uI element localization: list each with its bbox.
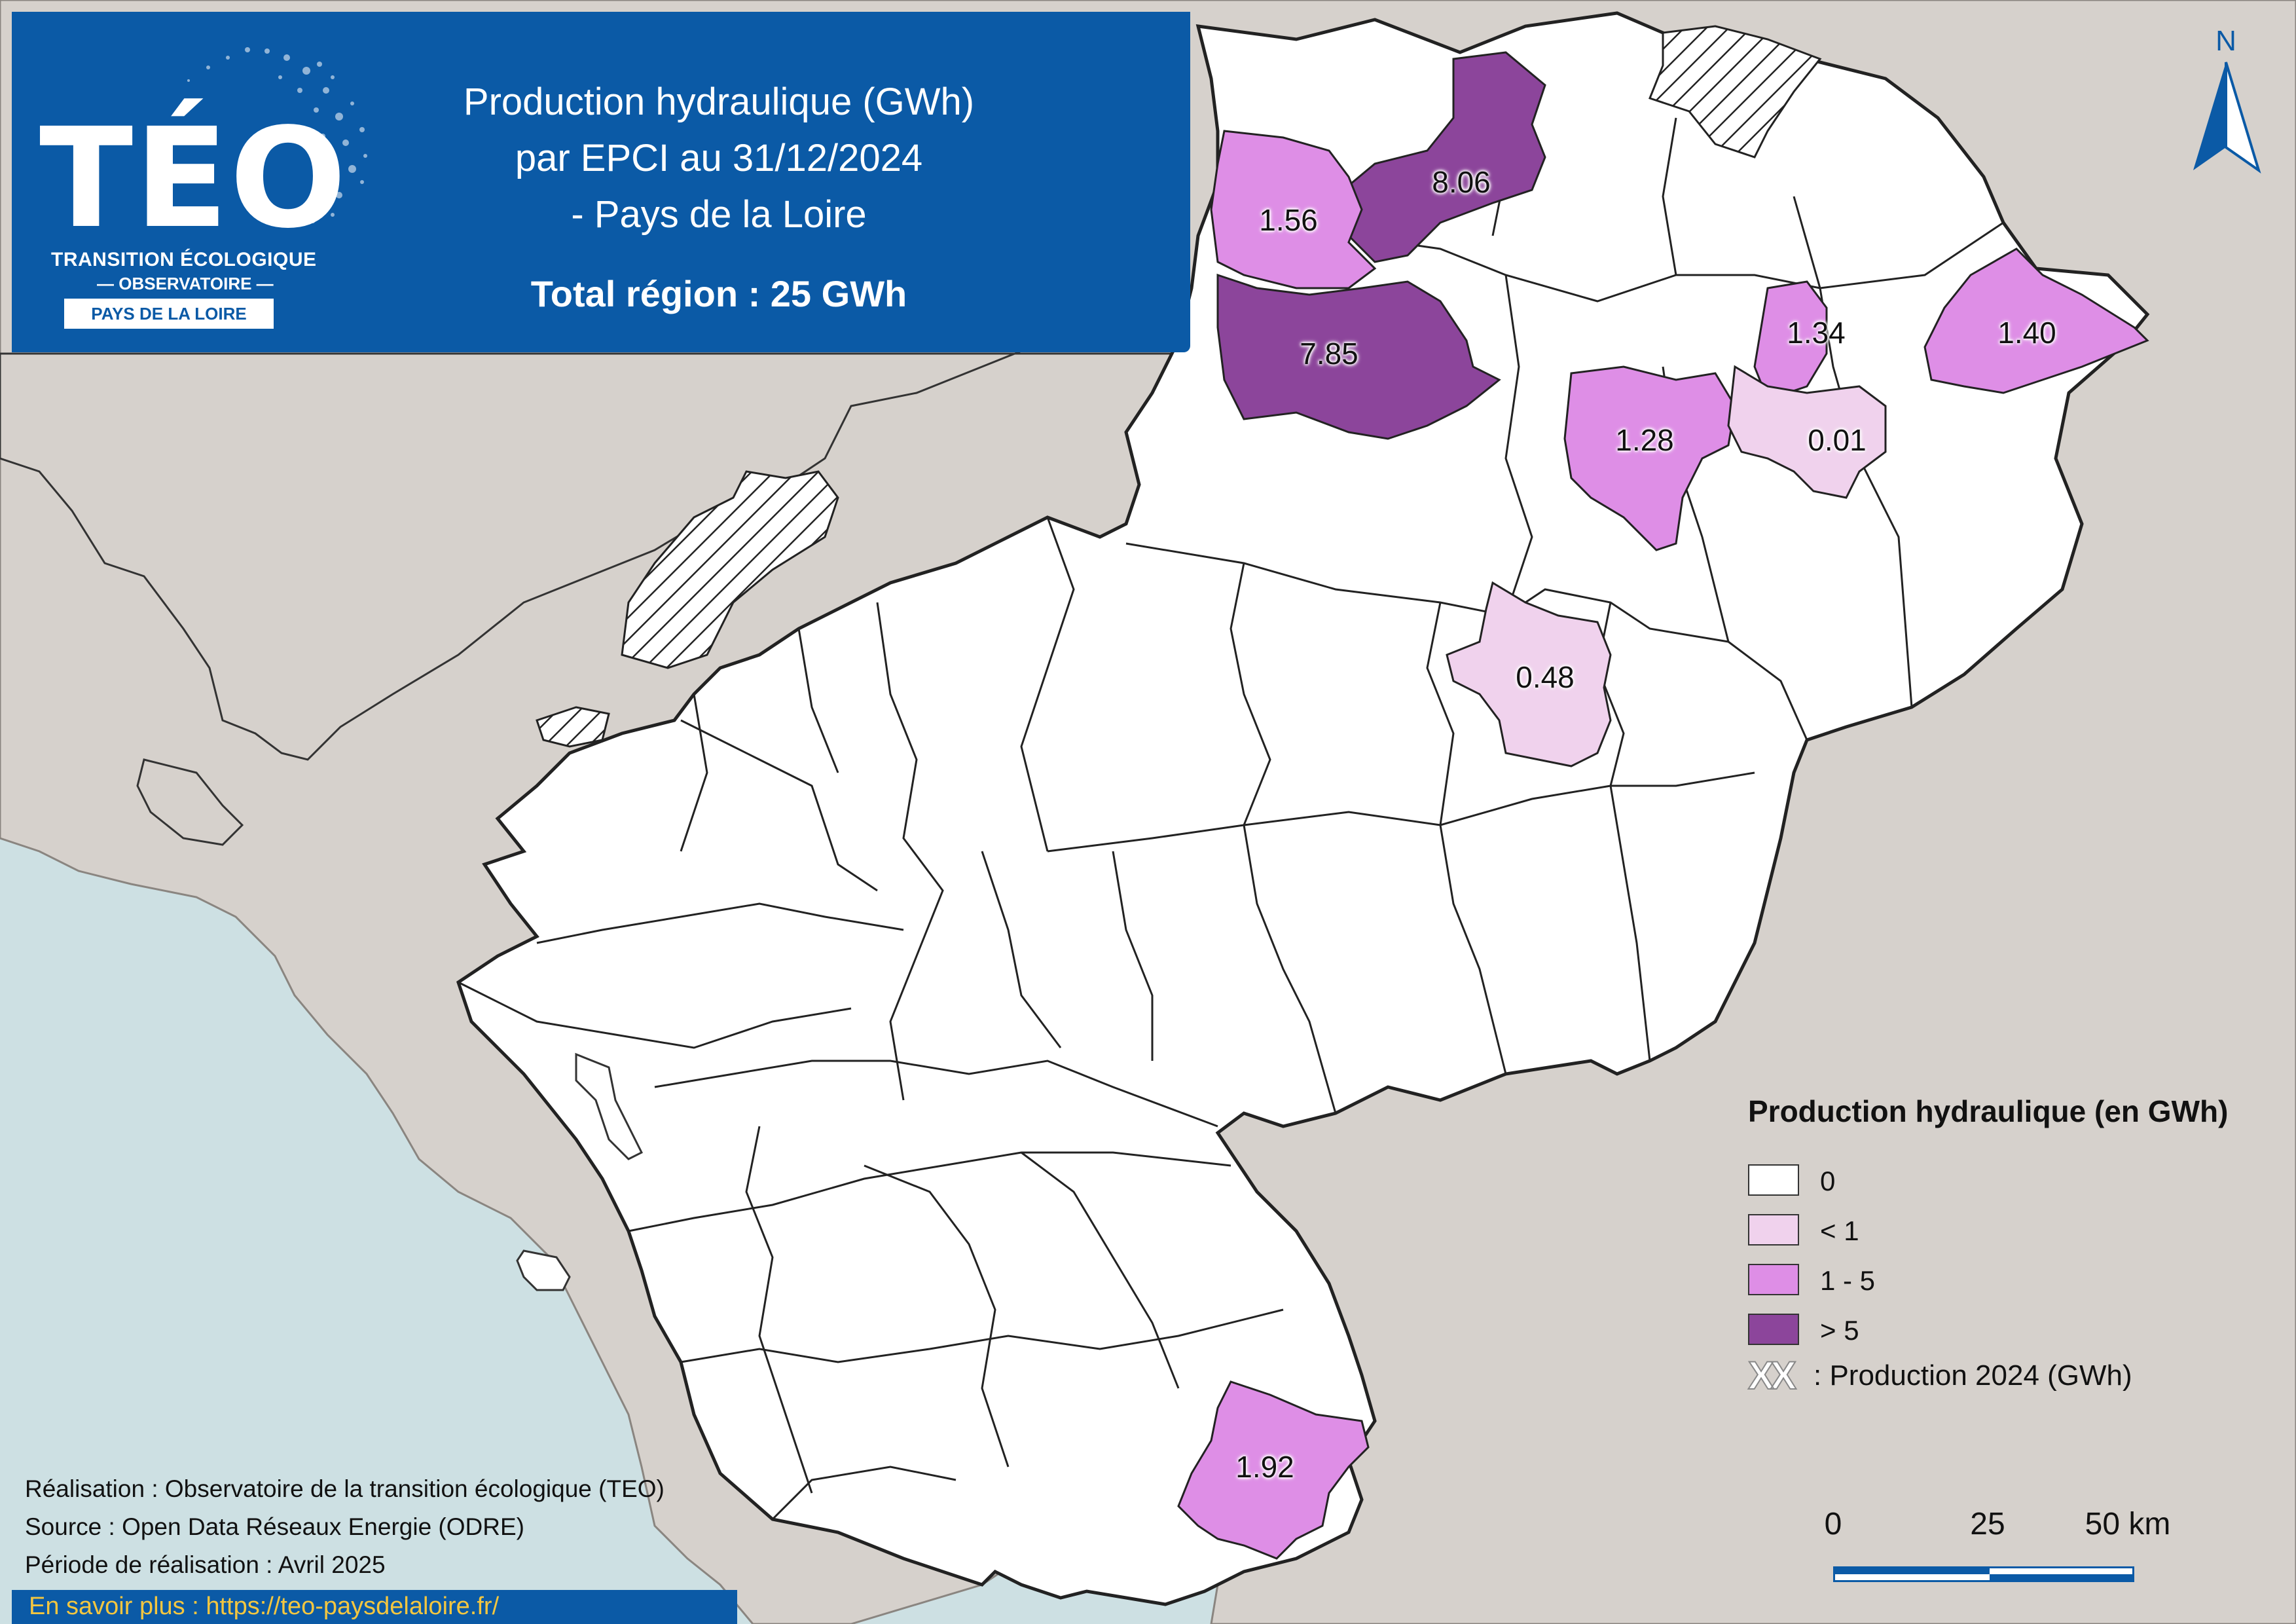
legend-swatch (1748, 1264, 1799, 1295)
epci-region-g (1727, 365, 1887, 499)
logo-wordmark: TÉO (39, 98, 348, 259)
epci-value-label: 8.06 (1432, 165, 1491, 199)
island-yeu (516, 1249, 571, 1291)
epci-value-label: 1.56 (1259, 203, 1318, 237)
map-title: Production hydraulique (GWh) par EPCI au… (405, 74, 1033, 243)
epci-region-d (1753, 280, 1828, 401)
logo-dots-graphic (187, 47, 367, 223)
epci-region-h (1446, 581, 1612, 767)
logo-subtitle-2: — OBSERVATOIRE — (97, 274, 274, 293)
legend-label: < 1 (1820, 1215, 1859, 1246)
logo-region-badge: PAYS DE LA LOIRE (64, 299, 274, 329)
credit-line: Réalisation : Observatoire de la transit… (25, 1475, 665, 1502)
scale-label: 0 (1824, 1507, 1842, 1541)
credit-line: Source : Open Data Réseaux Energie (ODRE… (25, 1513, 524, 1540)
legend-value-mark: XX (1747, 1353, 1797, 1398)
hatched-area-coast (536, 706, 610, 748)
legend-title: Production hydraulique (en GWh) (1748, 1094, 2229, 1128)
north-arrow: N (2180, 23, 2272, 174)
scale-label: 25 (1970, 1507, 2005, 1541)
legend-swatch (1748, 1164, 1799, 1196)
scale-bar: 0 25 50 km (1820, 1506, 2170, 1591)
north-label: N (2215, 25, 2236, 57)
epci-region-e (1923, 248, 2149, 394)
north-arrow-icon: N (2193, 25, 2261, 174)
hatched-area-north (1649, 25, 1822, 158)
epci-region-b (1210, 130, 1377, 289)
island-noirmoutier (575, 1052, 644, 1160)
teo-logo: TÉO TRANSITION ÉCOLOGIQUE — OBSERVATOIRE… (25, 31, 378, 333)
epci-value-label: 0.48 (1516, 660, 1575, 694)
title-line-3: - Pays de la Loire (571, 193, 867, 236)
region-total: Total région : 25 GWh (530, 273, 907, 314)
legend-label: 0 (1820, 1166, 1836, 1196)
epci-value-label: 1.92 (1235, 1450, 1294, 1484)
epci-value-label: 0.01 (1808, 423, 1867, 457)
legend-swatch (1748, 1314, 1799, 1345)
more-info-banner[interactable]: En savoir plus : https://teo-paysdelaloi… (12, 1590, 737, 1624)
map-legend: Production hydraulique (en GWh) 0 < 1 1 … (1747, 1094, 2285, 1398)
title-line-1: Production hydraulique (GWh) (463, 81, 975, 123)
header-panel: TÉO TRANSITION ÉCOLOGIQUE — OBSERVATOIRE… (12, 12, 1190, 352)
logo-subtitle: TRANSITION ÉCOLOGIQUE (51, 249, 317, 270)
legend-swatch (1748, 1214, 1799, 1246)
epci-value-label: 1.28 (1615, 423, 1674, 457)
more-info-link[interactable]: En savoir plus : https://teo-paysdelaloi… (29, 1593, 500, 1620)
epci-boundaries (458, 104, 2004, 1521)
legend-value-label: : Production 2024 (GWh) (1813, 1359, 2132, 1392)
credit-line: Période de réalisation : Avril 2025 (25, 1551, 386, 1578)
credits: Réalisation : Observatoire de la transit… (25, 1470, 665, 1584)
epci-value-label: 1.40 (1997, 316, 2056, 350)
legend-label: 1 - 5 (1820, 1265, 1876, 1296)
epci-region-f (1563, 365, 1736, 551)
epci-region-c (1216, 273, 1501, 440)
hatched-area-estuary (621, 470, 839, 669)
epci-region-a (1334, 51, 1546, 263)
epci-value-label: 7.85 (1300, 337, 1358, 371)
scale-bar-graphic (1833, 1566, 2134, 1582)
epci-region-i (1177, 1380, 1370, 1560)
scale-label: 50 km (2085, 1507, 2171, 1541)
epci-value-label: 1.34 (1787, 316, 1846, 350)
island-belle-ile (136, 758, 244, 846)
title-line-2: par EPCI au 31/12/2024 (515, 137, 923, 179)
legend-label: > 5 (1820, 1315, 1859, 1346)
